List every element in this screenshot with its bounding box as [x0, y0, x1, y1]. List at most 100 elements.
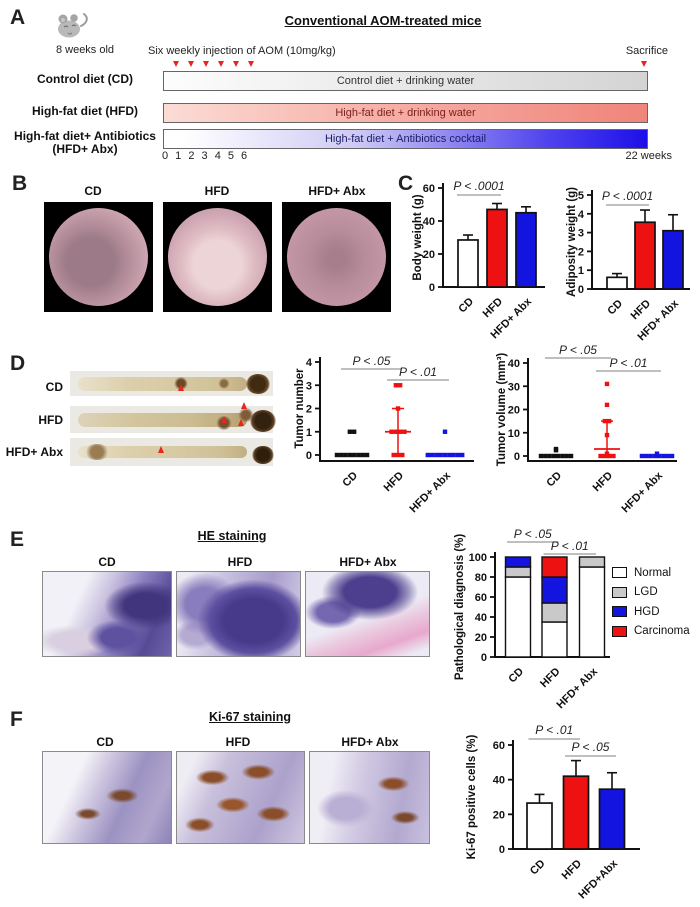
- diet-bar-hfd-abx: High-fat diet + Antibiotics cocktail: [163, 129, 648, 149]
- ki67-label-hfd-abx: HFD+ Abx: [341, 735, 399, 749]
- svg-text:20: 20: [475, 632, 487, 644]
- svg-text:Pathological diagnosis (%): Pathological diagnosis (%): [454, 534, 466, 680]
- svg-text:0: 0: [578, 284, 584, 296]
- tumor-arrow-icon: [158, 446, 164, 453]
- svg-text:P < .05: P < .05: [559, 343, 597, 357]
- endoscopy-label-hfd-abx: HFD+ Abx: [308, 184, 366, 198]
- svg-text:P < .05: P < .05: [572, 740, 610, 754]
- svg-text:P < .0001: P < .0001: [602, 189, 653, 203]
- svg-text:P < .01: P < .01: [610, 356, 648, 370]
- svg-text:P < .01: P < .01: [399, 365, 437, 379]
- sacrifice-label: Sacrifice: [625, 45, 668, 57]
- diet-label-hfd-abx: High-fat diet+ Antibiotics (HFD+ Abx): [14, 129, 156, 156]
- svg-text:CD: CD: [528, 858, 548, 878]
- svg-text:0: 0: [429, 282, 435, 294]
- endoscopy-image-hfd-abx: [282, 202, 391, 312]
- sacrifice-arrow-icon: [641, 61, 647, 67]
- colon-image-cd: [70, 371, 273, 396]
- svg-text:P < .05: P < .05: [353, 354, 391, 368]
- legend-swatch-icon: [612, 586, 627, 598]
- svg-text:CD: CD: [605, 298, 625, 318]
- svg-text:P < .0001: P < .0001: [453, 179, 504, 193]
- svg-text:60: 60: [423, 183, 435, 195]
- he-image-hfd: [176, 571, 301, 657]
- svg-text:0: 0: [306, 450, 312, 462]
- panel-a-label: A: [10, 6, 26, 29]
- svg-text:60: 60: [493, 740, 505, 752]
- colon-image-hfd-abx: [70, 438, 274, 466]
- svg-text:0: 0: [499, 844, 505, 856]
- svg-text:1: 1: [578, 265, 584, 277]
- injection-arrow-icon: [233, 61, 239, 67]
- svg-text:CD: CD: [340, 470, 360, 490]
- tumor-arrow-icon: [221, 416, 227, 423]
- svg-text:Adiposity weight (g): Adiposity weight (g): [566, 187, 578, 297]
- svg-text:HFD: HFD: [382, 470, 407, 495]
- he-image-hfd-abx: [305, 571, 430, 657]
- svg-text:HFD+ Abx: HFD+ Abx: [620, 469, 666, 515]
- svg-text:80: 80: [475, 572, 487, 584]
- diet-bar-hfd: High-fat diet + drinking water: [163, 103, 648, 123]
- svg-text:2: 2: [306, 404, 312, 416]
- diet-label-cd: Control diet (CD): [37, 72, 133, 86]
- svg-text:60: 60: [475, 592, 487, 604]
- svg-text:Tumor volume (mm³): Tumor volume (mm³): [496, 353, 508, 467]
- mouse-icon: [58, 13, 88, 38]
- svg-text:10: 10: [508, 428, 520, 440]
- legend-item-hgd: HGD: [612, 602, 690, 622]
- svg-text:40: 40: [493, 775, 505, 787]
- panel-b-label: B: [12, 172, 28, 195]
- svg-text:2: 2: [578, 246, 584, 258]
- colon-image-hfd: [70, 406, 276, 433]
- endoscopy-label-cd: CD: [84, 184, 102, 198]
- legend-swatch-icon: [612, 606, 627, 618]
- svg-text:HFD+ Abx: HFD+ Abx: [408, 469, 454, 515]
- he-label-hfd: HFD: [227, 555, 253, 569]
- svg-text:CD: CD: [456, 296, 476, 316]
- injection-arrow-icon: [173, 61, 179, 67]
- svg-text:Ki-67 positive cells (%): Ki-67 positive cells (%): [466, 735, 478, 860]
- svg-text:1: 1: [306, 427, 312, 439]
- svg-text:4: 4: [578, 209, 585, 221]
- endoscopy-image-cd: [44, 202, 153, 312]
- endoscopy-image-hfd: [163, 202, 272, 312]
- he-label-cd: CD: [98, 555, 116, 569]
- colon-label-hfd-abx: HFD+ Abx: [5, 445, 63, 459]
- svg-text:Body weight (g): Body weight (g): [412, 194, 424, 280]
- ki67-image-cd: [42, 751, 172, 844]
- pathology-legend: Normal LGD HGD Carcinoma: [612, 563, 690, 641]
- colon-label-cd: CD: [45, 380, 63, 394]
- ki67-image-hfd: [176, 751, 305, 844]
- legend-label: LGD: [634, 586, 658, 599]
- he-staining-title: HE staining: [197, 529, 267, 543]
- svg-text:40: 40: [423, 216, 435, 228]
- ki67-staining-title: Ki-67 staining: [209, 710, 291, 724]
- svg-text:HFD+Abx: HFD+Abx: [576, 857, 620, 901]
- ki67-image-hfd-abx: [309, 751, 430, 844]
- svg-text:CD: CD: [544, 470, 564, 490]
- injection-arrow-icon: [218, 61, 224, 67]
- svg-text:Tumor number: Tumor number: [294, 368, 306, 449]
- colon-label-hfd: HFD: [38, 413, 63, 427]
- legend-item-normal: Normal: [612, 563, 690, 583]
- svg-text:HFD: HFD: [481, 296, 506, 321]
- he-image-cd: [42, 571, 172, 657]
- legend-label: HGD: [634, 605, 660, 618]
- legend-item-lgd: LGD: [612, 583, 690, 603]
- legend-item-carcinoma: Carcinoma: [612, 622, 690, 642]
- svg-text:40: 40: [475, 612, 487, 624]
- svg-text:HFD+ Abx: HFD+ Abx: [555, 665, 601, 711]
- legend-label: Carcinoma: [634, 625, 690, 638]
- mouse-age-caption: 8 weeks old: [55, 44, 115, 56]
- panel-e-label: E: [10, 528, 25, 551]
- legend-swatch-icon: [612, 567, 627, 579]
- injection-label: Six weekly injection of AOM (10mg/kg): [148, 45, 336, 57]
- svg-text:30: 30: [508, 381, 520, 393]
- svg-text:0: 0: [514, 451, 520, 463]
- timeline-weeks-start: 0 1 2 3 4 5 6: [162, 150, 250, 162]
